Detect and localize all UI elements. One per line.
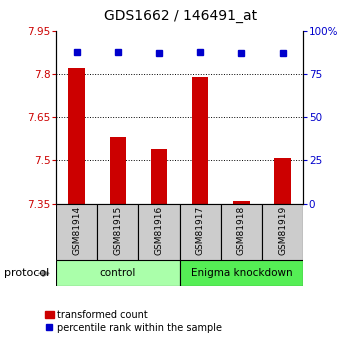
Text: GDS1662 / 146491_at: GDS1662 / 146491_at bbox=[104, 9, 257, 23]
Bar bbox=[97, 204, 138, 260]
Bar bbox=[233, 201, 250, 204]
Bar bbox=[192, 77, 208, 204]
Text: GSM81917: GSM81917 bbox=[196, 206, 205, 256]
Bar bbox=[109, 137, 126, 204]
Bar bbox=[56, 260, 180, 286]
Bar bbox=[180, 260, 303, 286]
Bar bbox=[180, 204, 221, 260]
Text: GSM81915: GSM81915 bbox=[113, 206, 122, 256]
Bar bbox=[68, 68, 85, 204]
Text: Enigma knockdown: Enigma knockdown bbox=[191, 268, 292, 278]
Text: GSM81914: GSM81914 bbox=[72, 206, 81, 255]
Bar bbox=[221, 204, 262, 260]
Bar bbox=[56, 204, 97, 260]
Bar bbox=[151, 149, 167, 204]
Legend: transformed count, percentile rank within the sample: transformed count, percentile rank withi… bbox=[41, 306, 226, 337]
Text: GSM81919: GSM81919 bbox=[278, 206, 287, 256]
Bar bbox=[274, 158, 291, 204]
Bar bbox=[262, 204, 303, 260]
Text: protocol: protocol bbox=[4, 268, 49, 278]
Text: control: control bbox=[100, 268, 136, 278]
Text: GSM81918: GSM81918 bbox=[237, 206, 246, 256]
Text: GSM81916: GSM81916 bbox=[155, 206, 164, 256]
Bar bbox=[138, 204, 180, 260]
